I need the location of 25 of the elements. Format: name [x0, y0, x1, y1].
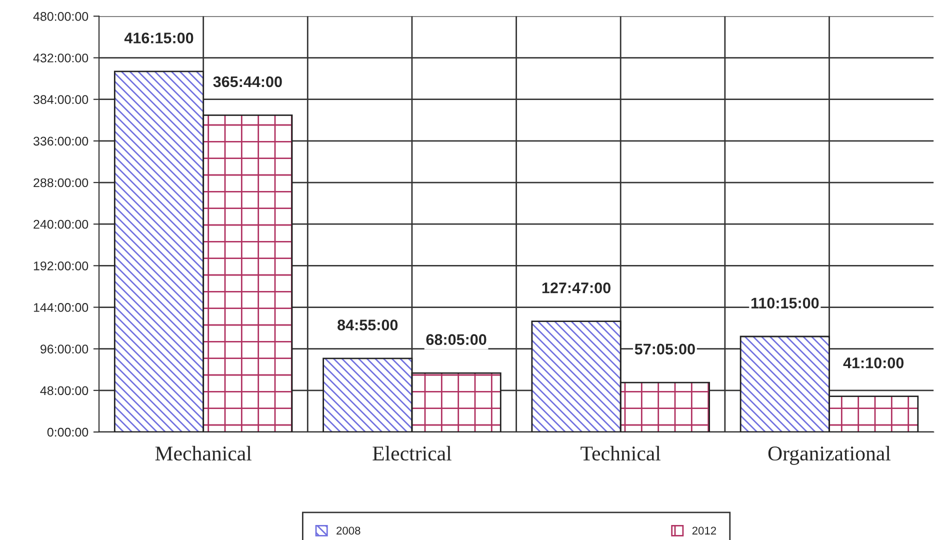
y-tick-label: 192:00:00 — [34, 261, 88, 270]
y-tick-label: 96:00:00 — [40, 344, 88, 354]
y-tick-label: 480:00:00 — [33, 12, 88, 21]
y-tick-label: 0:00:00 — [47, 428, 88, 437]
x-tick-label: Technical — [580, 446, 661, 461]
legend-label: 2008 — [336, 526, 360, 535]
x-tick-label: Organizational — [768, 446, 891, 465]
y-tick-label: 240:00:00 — [34, 220, 88, 229]
x-tick-label: Electrical — [372, 446, 452, 461]
y-tick-label: 336:00:00 — [33, 136, 88, 146]
y-tick-label: 48:00:00 — [40, 386, 88, 396]
y-tick-label: 432:00:00 — [33, 54, 88, 62]
y-tick-label: 288:00:00 — [34, 178, 88, 188]
data-label: 41:10:00 — [843, 358, 904, 368]
data-label: 416:15:00 — [124, 32, 194, 44]
x-tick-label: Mechanical — [155, 446, 252, 461]
data-label: 127:47:00 — [542, 282, 610, 294]
y-tick-label: 384:00:00 — [33, 95, 88, 104]
data-label: 365:44:00 — [213, 76, 282, 88]
data-label: 68:05:00 — [426, 334, 486, 346]
y-tick-label: 144:00:00 — [34, 303, 88, 312]
legend-label: 2012 — [692, 526, 716, 535]
data-label: 57:05:00 — [634, 344, 695, 355]
data-label: 110:15:00 — [751, 298, 819, 308]
data-label: 84:55:00 — [338, 320, 398, 330]
